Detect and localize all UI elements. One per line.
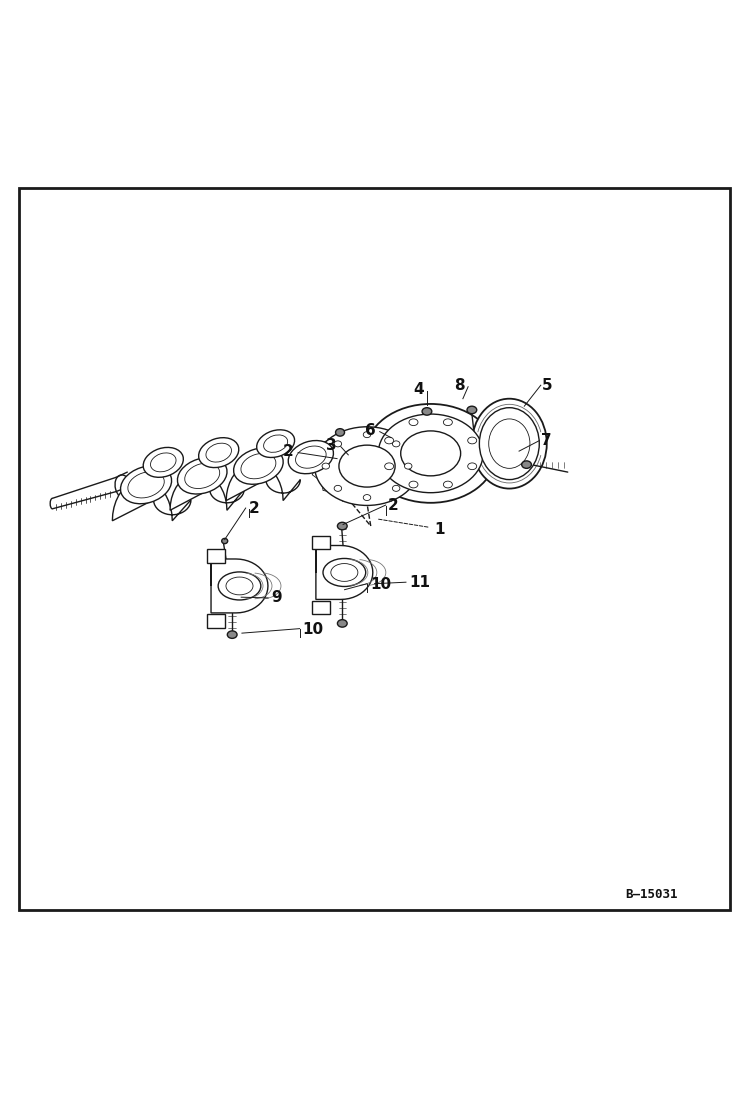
- Polygon shape: [226, 463, 300, 500]
- Ellipse shape: [151, 453, 176, 472]
- Ellipse shape: [315, 427, 419, 506]
- Ellipse shape: [339, 445, 395, 487]
- Bar: [207, 614, 225, 627]
- Ellipse shape: [404, 463, 412, 470]
- Text: 11: 11: [409, 575, 430, 590]
- Ellipse shape: [178, 457, 227, 494]
- Ellipse shape: [322, 463, 330, 470]
- Text: 6: 6: [366, 422, 376, 438]
- Ellipse shape: [472, 398, 547, 488]
- Ellipse shape: [296, 446, 326, 468]
- Text: 10: 10: [303, 622, 324, 637]
- Ellipse shape: [363, 431, 371, 438]
- Text: 2: 2: [283, 443, 294, 459]
- Ellipse shape: [241, 453, 276, 478]
- Polygon shape: [112, 479, 191, 521]
- Ellipse shape: [334, 441, 342, 446]
- Text: 5: 5: [542, 377, 553, 393]
- Ellipse shape: [467, 463, 476, 470]
- Text: 10: 10: [370, 577, 391, 592]
- Ellipse shape: [401, 431, 461, 476]
- Ellipse shape: [392, 441, 400, 446]
- Ellipse shape: [334, 485, 342, 491]
- Ellipse shape: [264, 434, 288, 452]
- Ellipse shape: [288, 441, 333, 474]
- Ellipse shape: [443, 419, 452, 426]
- Ellipse shape: [467, 437, 476, 444]
- Ellipse shape: [337, 620, 347, 627]
- Ellipse shape: [385, 437, 394, 444]
- Ellipse shape: [422, 408, 431, 415]
- Polygon shape: [170, 473, 244, 510]
- Ellipse shape: [443, 482, 452, 488]
- Ellipse shape: [479, 408, 539, 479]
- Text: 9: 9: [271, 590, 282, 606]
- Ellipse shape: [323, 558, 366, 587]
- Ellipse shape: [206, 443, 231, 462]
- Ellipse shape: [218, 572, 261, 600]
- Bar: [312, 601, 330, 614]
- Ellipse shape: [185, 463, 219, 488]
- Ellipse shape: [121, 466, 172, 504]
- Bar: [312, 535, 330, 550]
- Ellipse shape: [228, 631, 237, 638]
- Ellipse shape: [198, 438, 239, 467]
- Ellipse shape: [337, 522, 347, 530]
- Ellipse shape: [222, 539, 228, 544]
- Ellipse shape: [331, 564, 358, 581]
- Ellipse shape: [385, 463, 394, 470]
- Text: 2: 2: [388, 498, 398, 513]
- Text: 3: 3: [327, 438, 337, 453]
- Ellipse shape: [363, 495, 371, 500]
- Ellipse shape: [488, 419, 530, 468]
- Polygon shape: [316, 545, 373, 599]
- Text: B–15031: B–15031: [625, 887, 678, 901]
- Text: 1: 1: [434, 521, 445, 536]
- Ellipse shape: [521, 461, 532, 468]
- Ellipse shape: [143, 448, 184, 477]
- Ellipse shape: [365, 404, 496, 502]
- Ellipse shape: [409, 419, 418, 426]
- Ellipse shape: [234, 448, 283, 484]
- Ellipse shape: [257, 430, 294, 457]
- Ellipse shape: [378, 414, 483, 493]
- Ellipse shape: [226, 577, 253, 595]
- Polygon shape: [211, 559, 268, 613]
- Bar: [207, 550, 225, 563]
- Text: 4: 4: [413, 382, 424, 397]
- Text: 7: 7: [541, 433, 551, 449]
- Ellipse shape: [392, 485, 400, 491]
- Ellipse shape: [336, 429, 345, 437]
- Text: 2: 2: [249, 501, 259, 517]
- Ellipse shape: [128, 472, 164, 498]
- Ellipse shape: [409, 482, 418, 488]
- Text: 8: 8: [454, 377, 464, 393]
- Ellipse shape: [467, 406, 476, 414]
